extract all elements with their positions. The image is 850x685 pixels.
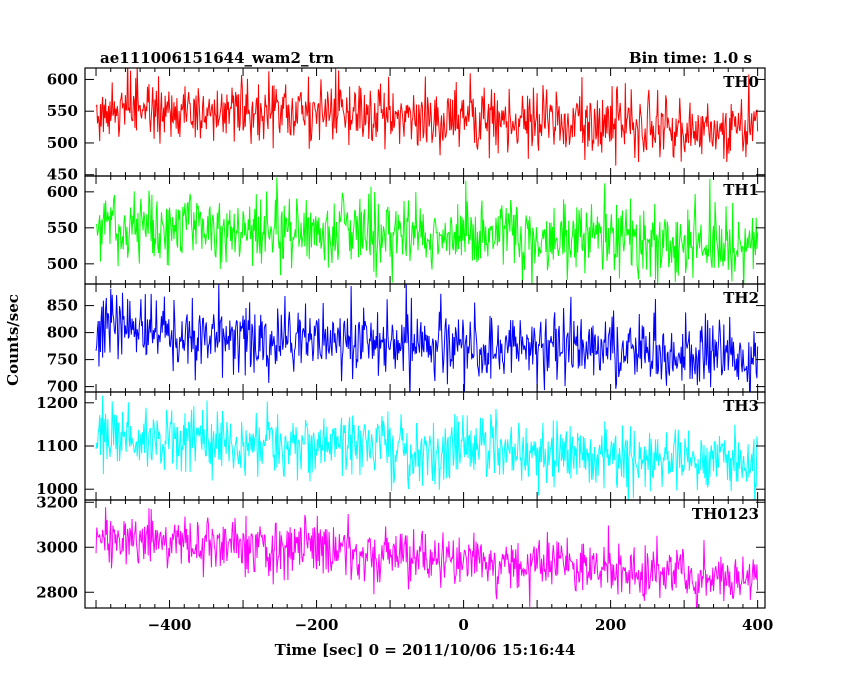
y-tick-label: 1000 — [36, 480, 78, 498]
y-tick-label: 600 — [47, 183, 78, 201]
panel-label-th0: TH0 — [723, 73, 759, 91]
series-line-th1 — [95, 177, 759, 284]
panel-label-th3: TH3 — [723, 397, 759, 415]
panels-group: 450 500 550 600 TH0 500 550 600 TH1 700 750 800 850 T… — [36, 67, 766, 609]
y-tick-label: 550 — [47, 219, 78, 237]
y-tick-label: 1200 — [36, 394, 78, 412]
y-tick-label: 800 — [47, 324, 78, 342]
chart-title: ae111006151644_wam2_trn — [100, 49, 334, 67]
y-tick-label: 450 — [47, 166, 78, 184]
series-line-th0123 — [95, 507, 759, 608]
panel-frame — [84, 499, 766, 609]
y-tick-label: 850 — [47, 297, 78, 315]
panel-th3: 1000 1100 1200 TH3 — [36, 391, 766, 501]
y-tick-label: 500 — [47, 255, 78, 273]
panel-th1: 500 550 600 TH1 — [47, 175, 766, 285]
panel-th0: 450 500 550 600 TH0 — [47, 67, 766, 184]
panel-th2: 700 750 800 850 TH2 — [47, 283, 766, 396]
bin-time-label: Bin time: 1.0 s — [629, 49, 752, 67]
x-tick-label: 200 — [595, 616, 626, 634]
panel-th0123: 2800 3000 3200 TH0123 — [36, 493, 766, 609]
y-tick-label: 700 — [47, 378, 78, 396]
y-tick-label: 600 — [47, 70, 78, 88]
y-tick-label: 550 — [47, 102, 78, 120]
series-line-th3 — [95, 395, 759, 500]
panel-frame — [84, 391, 766, 501]
y-tick-label: 3000 — [36, 538, 78, 556]
panel-label-th1: TH1 — [723, 181, 759, 199]
panel-label-th2: TH2 — [723, 289, 759, 307]
x-tick-label: −200 — [295, 616, 339, 634]
series-line-th2 — [95, 284, 759, 392]
x-axis-label: Time [sec] 0 = 2011/10/06 15:16:44 — [275, 641, 576, 659]
y-tick-label: 3200 — [36, 493, 78, 511]
y-tick-label: 500 — [47, 134, 78, 152]
y-tick-label: 750 — [47, 351, 78, 369]
series-line-th0 — [95, 68, 759, 166]
panel-label-th0123: TH0123 — [692, 505, 759, 523]
y-tick-label: 2800 — [36, 583, 78, 601]
x-tick-labels: −400 −200 0 200 400 — [148, 616, 774, 634]
x-tick-label: 0 — [458, 616, 468, 634]
x-tick-label: −400 — [148, 616, 192, 634]
y-axis-label: Counts/sec — [4, 294, 22, 386]
x-tick-label: 400 — [742, 616, 773, 634]
y-tick-label: 1100 — [36, 437, 78, 455]
